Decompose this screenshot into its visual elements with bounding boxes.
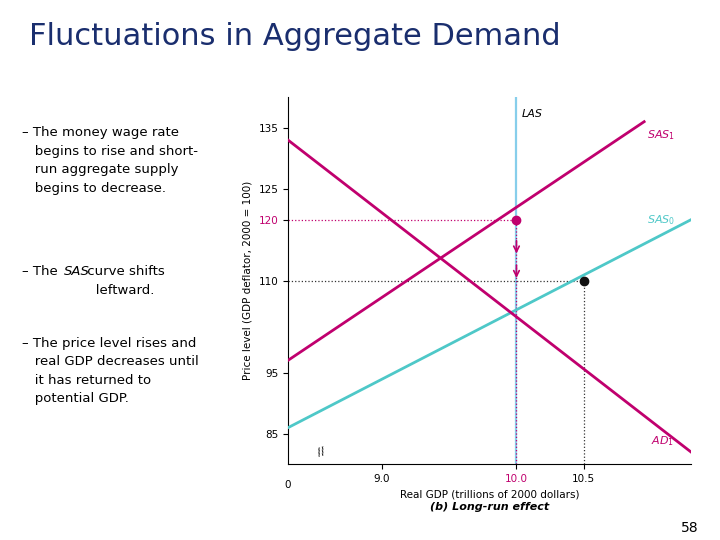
Text: $SAS_0$: $SAS_0$ [647,213,675,227]
Text: //: // [317,447,327,458]
Text: 58: 58 [681,521,698,535]
Text: – The: – The [22,265,62,278]
Text: (b) Long-run effect: (b) Long-run effect [430,502,549,512]
Text: SAS: SAS [64,265,90,278]
Text: $SAS_1$: $SAS_1$ [647,128,675,141]
Text: $AD_1$: $AD_1$ [651,434,674,448]
Text: LAS: LAS [522,110,543,119]
Text: 0: 0 [284,480,292,490]
Y-axis label: Price level (GDP deflator, 2000 = 100): Price level (GDP deflator, 2000 = 100) [243,181,253,380]
Text: curve shifts
   leftward.: curve shifts leftward. [83,265,164,296]
Text: Fluctuations in Aggregate Demand: Fluctuations in Aggregate Demand [29,22,560,51]
X-axis label: Real GDP (trillions of 2000 dollars): Real GDP (trillions of 2000 dollars) [400,490,580,500]
Text: – The price level rises and
   real GDP decreases until
   it has returned to
  : – The price level rises and real GDP dec… [22,337,198,405]
Text: – The money wage rate
   begins to rise and short-
   run aggregate supply
   be: – The money wage rate begins to rise and… [22,126,197,194]
